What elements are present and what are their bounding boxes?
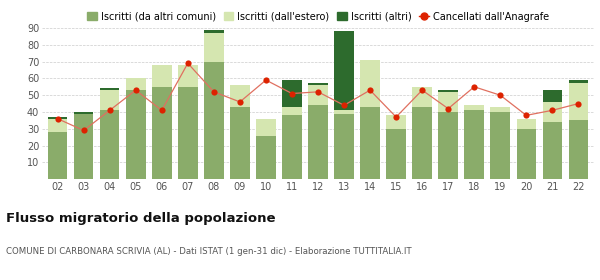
Bar bbox=[100, 90, 119, 110]
Bar bbox=[308, 105, 328, 179]
Text: Flusso migratorio della popolazione: Flusso migratorio della popolazione bbox=[6, 212, 275, 225]
Point bbox=[365, 88, 375, 92]
Point bbox=[391, 115, 401, 119]
Legend: Iscritti (da altri comuni), Iscritti (dall'estero), Iscritti (altri), Cancellati: Iscritti (da altri comuni), Iscritti (da… bbox=[87, 12, 549, 22]
Bar bbox=[386, 115, 406, 129]
Bar bbox=[334, 31, 354, 110]
Point bbox=[496, 93, 505, 97]
Bar bbox=[256, 119, 275, 136]
Bar bbox=[100, 88, 119, 90]
Point bbox=[469, 85, 479, 89]
Bar bbox=[439, 90, 458, 92]
Bar bbox=[361, 107, 380, 179]
Point bbox=[548, 108, 557, 113]
Bar bbox=[230, 107, 250, 179]
Bar bbox=[308, 85, 328, 105]
Bar bbox=[412, 87, 432, 107]
Bar bbox=[100, 110, 119, 179]
Bar bbox=[517, 119, 536, 129]
Point bbox=[79, 128, 88, 133]
Bar bbox=[308, 83, 328, 85]
Bar bbox=[204, 62, 224, 179]
Point bbox=[131, 88, 140, 92]
Text: COMUNE DI CARBONARA SCRIVIA (AL) - Dati ISTAT (1 gen-31 dic) - Elaborazione TUTT: COMUNE DI CARBONARA SCRIVIA (AL) - Dati … bbox=[6, 248, 412, 256]
Bar bbox=[204, 30, 224, 33]
Point bbox=[261, 78, 271, 82]
Bar bbox=[152, 65, 172, 87]
Bar bbox=[517, 129, 536, 179]
Bar bbox=[439, 112, 458, 179]
Point bbox=[183, 61, 193, 66]
Point bbox=[574, 101, 583, 106]
Bar bbox=[178, 65, 197, 87]
Bar bbox=[334, 114, 354, 179]
Bar bbox=[464, 110, 484, 179]
Bar bbox=[282, 115, 302, 179]
Point bbox=[339, 103, 349, 108]
Point bbox=[287, 91, 297, 96]
Bar bbox=[282, 107, 302, 115]
Bar bbox=[491, 107, 510, 112]
Bar bbox=[74, 112, 94, 114]
Point bbox=[313, 90, 323, 94]
Bar bbox=[569, 80, 588, 83]
Bar bbox=[569, 120, 588, 179]
Bar bbox=[48, 117, 67, 119]
Bar bbox=[126, 78, 146, 90]
Point bbox=[157, 108, 167, 113]
Bar bbox=[152, 87, 172, 179]
Bar bbox=[491, 112, 510, 179]
Point bbox=[209, 90, 218, 94]
Bar bbox=[542, 102, 562, 122]
Bar bbox=[542, 122, 562, 179]
Bar bbox=[282, 80, 302, 107]
Point bbox=[521, 113, 531, 118]
Bar bbox=[178, 87, 197, 179]
Point bbox=[105, 108, 115, 113]
Bar bbox=[48, 119, 67, 132]
Point bbox=[443, 106, 453, 111]
Bar bbox=[439, 92, 458, 112]
Bar bbox=[256, 136, 275, 179]
Bar bbox=[361, 60, 380, 107]
Bar bbox=[48, 132, 67, 179]
Bar bbox=[334, 110, 354, 114]
Bar bbox=[412, 107, 432, 179]
Bar bbox=[542, 90, 562, 102]
Bar bbox=[464, 105, 484, 110]
Bar bbox=[386, 129, 406, 179]
Bar bbox=[204, 33, 224, 62]
Point bbox=[235, 100, 245, 104]
Point bbox=[418, 88, 427, 92]
Bar bbox=[74, 114, 94, 179]
Point bbox=[53, 116, 62, 121]
Bar bbox=[569, 83, 588, 120]
Bar bbox=[230, 85, 250, 107]
Bar bbox=[126, 90, 146, 179]
